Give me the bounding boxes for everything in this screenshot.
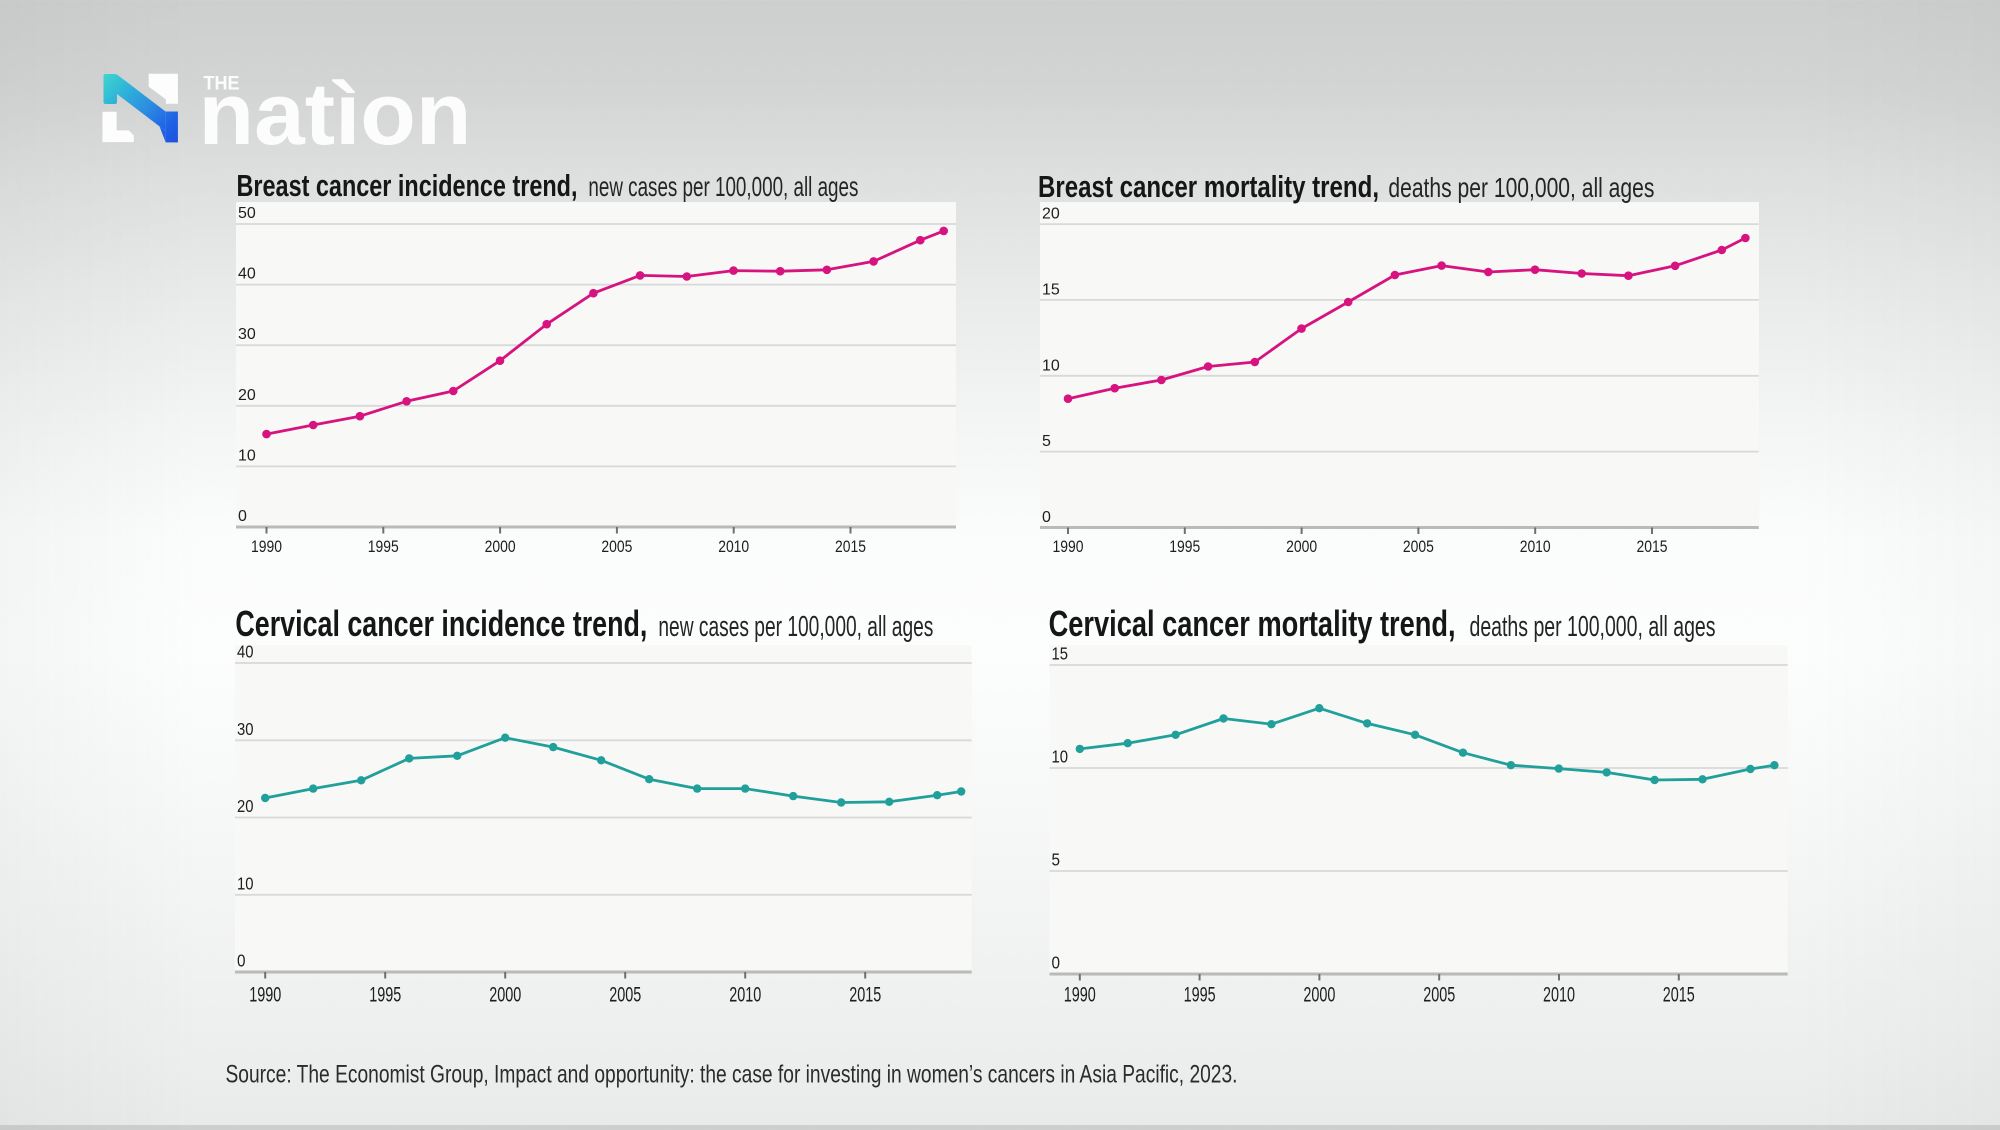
svg-text:5: 5 <box>1052 850 1061 870</box>
svg-text:2005: 2005 <box>1403 537 1434 556</box>
svg-text:2005: 2005 <box>609 984 641 1007</box>
svg-text:40: 40 <box>237 642 254 662</box>
svg-text:20: 20 <box>237 796 254 816</box>
svg-text:50: 50 <box>238 205 256 222</box>
svg-text:2010: 2010 <box>729 984 761 1007</box>
svg-text:15: 15 <box>1042 281 1060 298</box>
svg-text:5: 5 <box>1042 433 1051 450</box>
svg-text:1995: 1995 <box>368 537 399 556</box>
svg-text:THE: THE <box>204 73 240 95</box>
svg-text:0: 0 <box>237 951 246 971</box>
svg-text:Cervical cancer incidence tren: Cervical cancer incidence trend, <box>235 603 647 644</box>
svg-text:natìon: natìon <box>199 64 472 163</box>
svg-text:2015: 2015 <box>835 537 866 556</box>
svg-text:deaths per 100,000, all ages: deaths per 100,000, all ages <box>1470 611 1716 643</box>
svg-text:1995: 1995 <box>1169 537 1200 556</box>
svg-text:2015: 2015 <box>1637 537 1668 556</box>
svg-text:1990: 1990 <box>251 537 282 556</box>
svg-text:2000: 2000 <box>489 984 521 1007</box>
svg-text:new cases per 100,000, all age: new cases per 100,000, all ages <box>658 611 933 643</box>
svg-text:20: 20 <box>238 387 256 404</box>
svg-text:Cervical cancer mortality tren: Cervical cancer mortality trend, <box>1049 603 1456 644</box>
svg-text:2005: 2005 <box>601 537 632 556</box>
svg-text:deaths per 100,000, all ages: deaths per 100,000, all ages <box>1388 172 1654 203</box>
svg-text:0: 0 <box>1042 509 1051 526</box>
svg-text:2000: 2000 <box>485 537 516 556</box>
svg-text:1990: 1990 <box>249 984 281 1007</box>
svg-text:2005: 2005 <box>1423 984 1455 1007</box>
svg-text:1995: 1995 <box>369 984 401 1007</box>
svg-text:Breast cancer mortality trend,: Breast cancer mortality trend, <box>1038 169 1379 204</box>
svg-text:15: 15 <box>1052 644 1069 664</box>
svg-text:2000: 2000 <box>1286 537 1317 556</box>
svg-text:2010: 2010 <box>1520 537 1551 556</box>
svg-text:10: 10 <box>238 447 256 464</box>
svg-text:Source: The Economist Group, I: Source: The Economist Group, Impact and … <box>226 1061 1238 1089</box>
svg-text:10: 10 <box>1042 357 1060 374</box>
svg-text:2015: 2015 <box>849 984 881 1007</box>
svg-text:2000: 2000 <box>1303 984 1335 1007</box>
svg-text:30: 30 <box>237 719 254 739</box>
svg-text:10: 10 <box>237 873 254 893</box>
svg-text:20: 20 <box>1042 206 1060 223</box>
svg-text:0: 0 <box>1052 953 1061 973</box>
svg-text:30: 30 <box>238 326 256 343</box>
svg-text:new cases per 100,000, all age: new cases per 100,000, all ages <box>588 171 858 202</box>
svg-text:10: 10 <box>1052 747 1069 767</box>
svg-text:1990: 1990 <box>1064 984 1096 1007</box>
svg-text:2015: 2015 <box>1663 984 1695 1007</box>
svg-text:1990: 1990 <box>1053 537 1084 556</box>
svg-text:2010: 2010 <box>1543 984 1575 1007</box>
svg-text:Breast cancer incidence trend,: Breast cancer incidence trend, <box>237 168 578 203</box>
svg-text:1995: 1995 <box>1184 984 1216 1007</box>
svg-text:0: 0 <box>238 508 247 525</box>
svg-text:40: 40 <box>238 266 256 283</box>
svg-text:2010: 2010 <box>718 537 749 556</box>
